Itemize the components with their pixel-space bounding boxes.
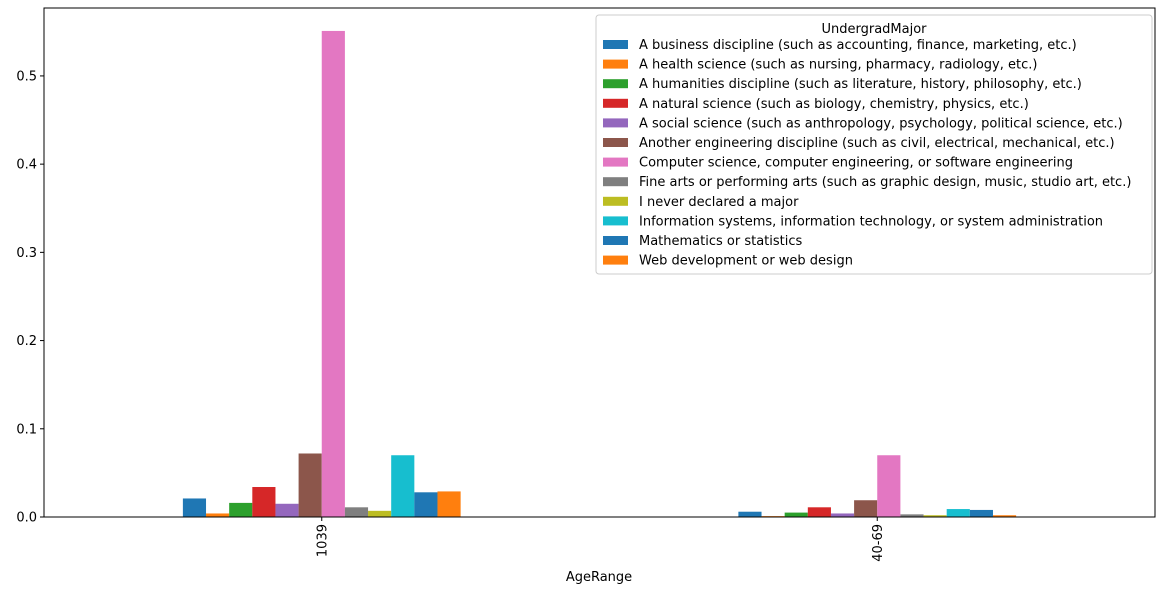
bar [923, 515, 947, 517]
bar [321, 30, 345, 517]
legend-label: Information systems, information technol… [639, 214, 1103, 229]
x-axis-label: AgeRange [566, 570, 632, 585]
legend-swatch [603, 59, 628, 69]
legend-swatch [603, 138, 628, 147]
legend: UndergradMajor A business discipline (su… [595, 14, 1153, 275]
bar [368, 510, 392, 517]
legend-label: Another engineering discipline (such as … [639, 136, 1115, 151]
legend-label: Web development or web design [639, 254, 853, 269]
legend-swatch [603, 157, 628, 167]
legend-swatch [603, 255, 628, 265]
legend-swatch [603, 177, 628, 187]
bar [877, 455, 901, 517]
y-tick-label: 0.0 [16, 511, 37, 526]
bar [969, 509, 993, 517]
bar [830, 513, 855, 517]
legend-label: A social science (such as anthropology, … [639, 116, 1123, 131]
plot-frame [43, 7, 1156, 518]
axes-layer: 0.0 0.1 0.2 0.3 0.4 0.5 1039 40-69 [16, 7, 1156, 562]
y-tick-label: 0.5 [16, 69, 37, 84]
x-tick-label: 40-69 [871, 524, 886, 562]
legend-swatch [603, 40, 628, 49]
bar [344, 507, 369, 517]
bar [391, 455, 415, 517]
legend-swatch [603, 236, 628, 245]
legend-label: A humanities discipline (such as literat… [639, 77, 1082, 92]
legend-label: Fine arts or performing arts (such as gr… [639, 175, 1131, 190]
bar [738, 511, 762, 517]
bar [275, 503, 299, 517]
y-tick-label: 0.2 [16, 334, 37, 349]
bar [946, 509, 970, 517]
bar [182, 498, 207, 517]
legend-swatch [603, 196, 628, 206]
legend-swatch [603, 79, 628, 89]
legend-label: I never declared a major [639, 195, 799, 210]
legend-swatch [603, 118, 628, 128]
legend-label: A natural science (such as biology, chem… [639, 97, 1029, 112]
y-tick-label: 0.4 [16, 158, 37, 173]
bar [298, 453, 322, 517]
bar [414, 492, 438, 517]
legend-frame [595, 14, 1153, 275]
x-tick-label: 1039 [315, 524, 330, 557]
bar [992, 515, 1017, 517]
bars-layer [182, 30, 1017, 517]
legend-swatch [603, 98, 628, 108]
bar [206, 513, 230, 517]
legend-label: Mathematics or statistics [639, 234, 803, 249]
bar [437, 491, 461, 517]
bar [854, 500, 878, 517]
legend-title: UndergradMajor [821, 22, 927, 37]
y-tick-label: 0.1 [16, 422, 37, 437]
legend-swatch [603, 216, 628, 226]
bar [229, 502, 253, 517]
legend-label: Computer science, computer engineering, … [639, 156, 1073, 171]
bar [784, 512, 808, 517]
bar [807, 507, 831, 517]
y-tick-label: 0.3 [16, 246, 37, 261]
legend-label: A health science (such as nursing, pharm… [639, 58, 1037, 73]
bar [252, 487, 276, 517]
legend-label: A business discipline (such as accountin… [639, 38, 1077, 53]
bar [900, 514, 924, 517]
